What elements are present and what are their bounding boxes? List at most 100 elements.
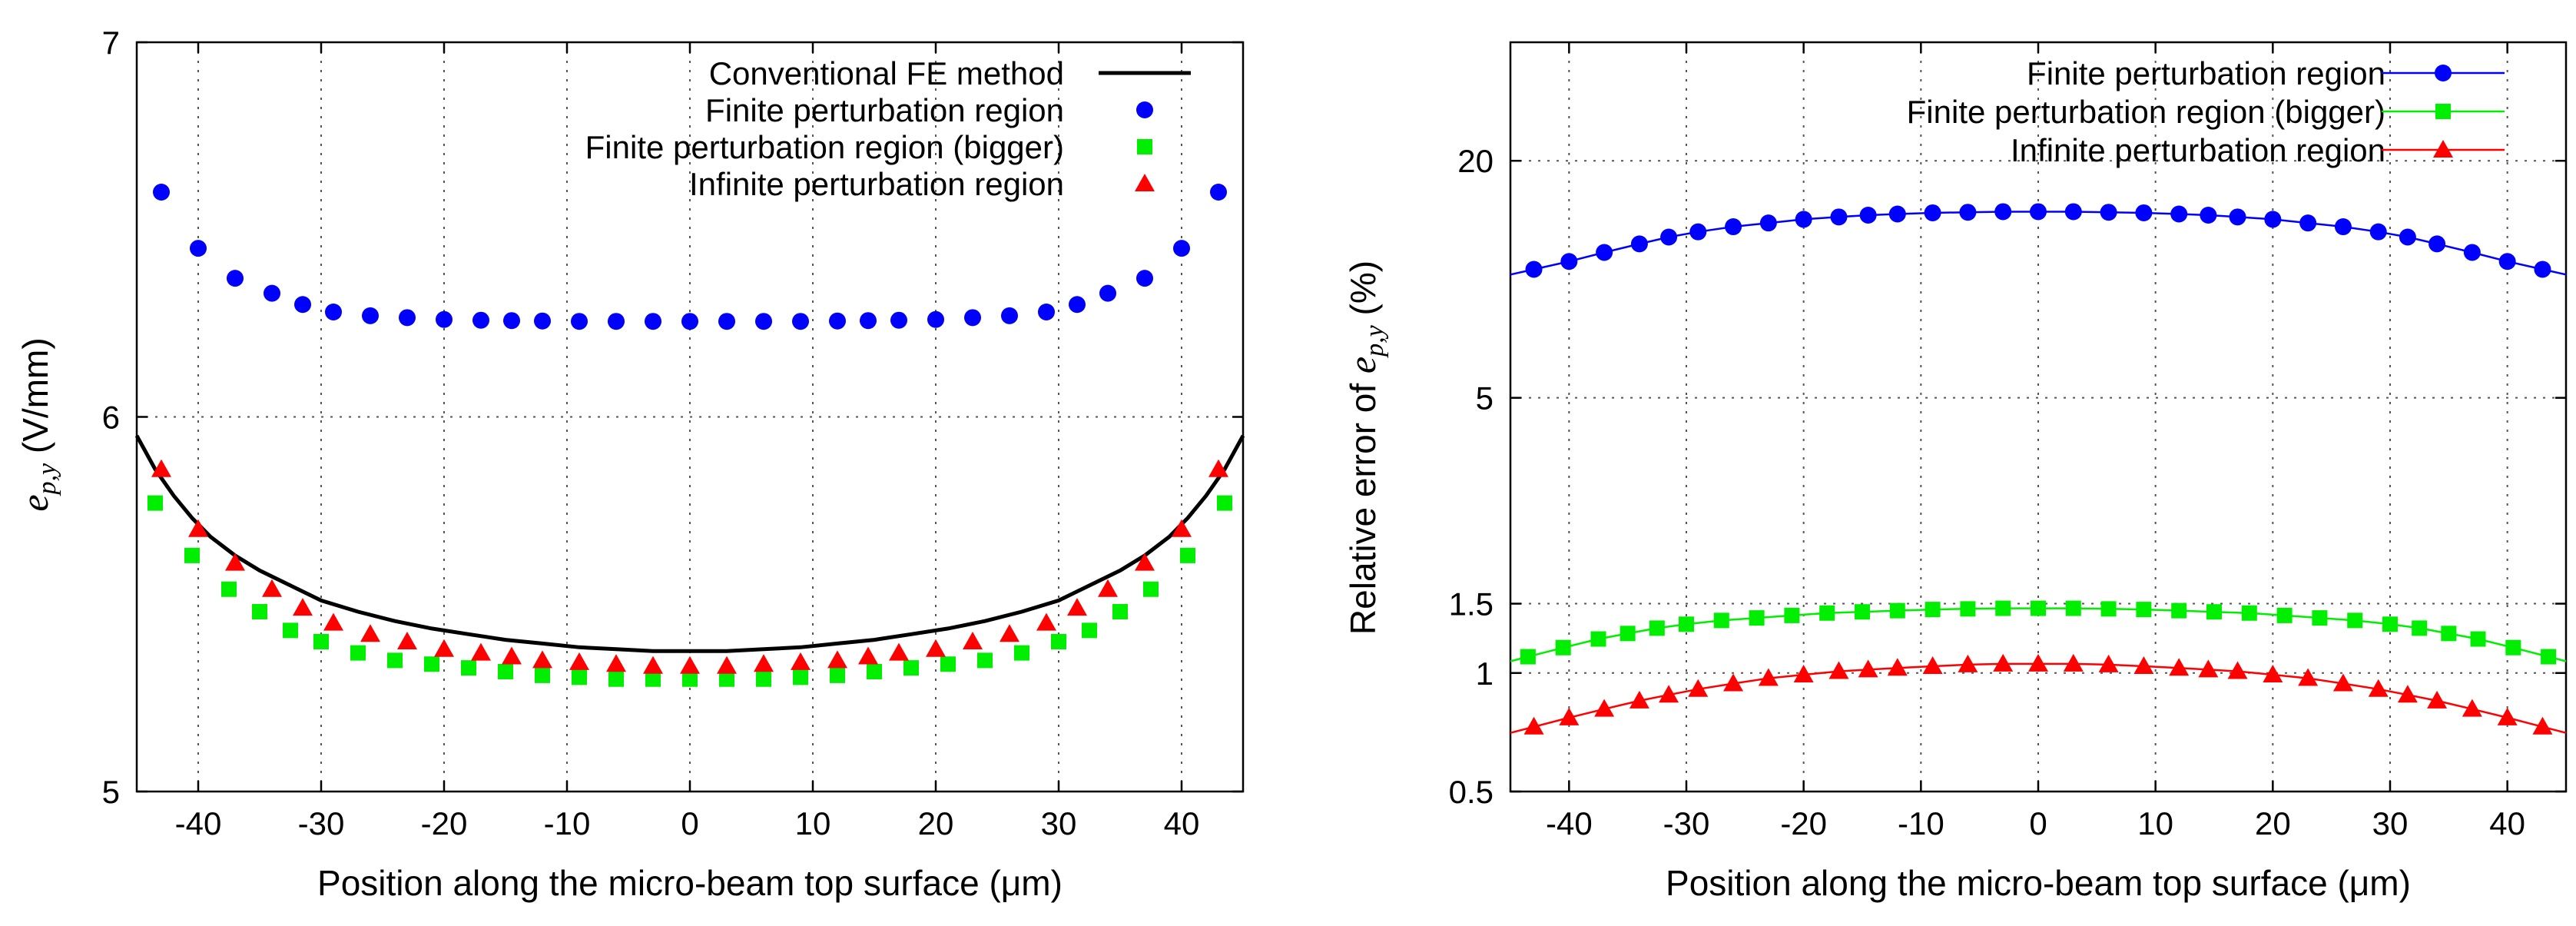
right-series-2-point: [2332, 673, 2353, 692]
right-series-0-point: [2369, 223, 2387, 241]
right-series-2-point: [1793, 665, 1814, 683]
left-series-2-point: [645, 671, 661, 687]
right-series-2-point: [1828, 661, 1849, 679]
right-legend-marker-0: [2435, 65, 2452, 81]
left-series-2-point: [461, 660, 476, 676]
right-series-1-point: [2065, 600, 2081, 616]
right-series-0-point: [1525, 261, 1543, 278]
left-y-label-unit: (V/mm): [15, 337, 55, 463]
left-series-1-point: [1099, 284, 1116, 302]
left-series-1-point: [1210, 184, 1227, 201]
x-tick-label: 30: [1041, 805, 1077, 841]
y-tick-label: 1: [1476, 656, 1494, 692]
right-series-1-point: [1995, 600, 2011, 616]
right-series-2: [1510, 653, 2567, 735]
left-series-1-point: [294, 296, 311, 314]
right-series-2-point: [1858, 659, 1878, 678]
x-tick-label: -30: [298, 805, 345, 841]
x-tick-label: 10: [2137, 805, 2173, 841]
right-series-0-point: [1759, 214, 1777, 232]
left-series-2-point: [1082, 622, 1097, 639]
left-series-1-point: [1069, 296, 1086, 314]
right-series-2-point: [1958, 654, 1978, 672]
right-series-2-point: [1688, 679, 1709, 697]
right-series-1-point: [2136, 602, 2152, 618]
right-legend-marker-1: [2435, 104, 2451, 119]
left-series-3-point: [791, 652, 811, 670]
left-series-2-point: [793, 669, 808, 685]
right-series-0-point: [2200, 207, 2217, 224]
right-series-0-point: [1630, 235, 1648, 253]
right-series-0-point: [2264, 211, 2282, 228]
right-x-axis-label: Position along the micro-beam top surfac…: [1666, 863, 2411, 903]
left-series-2-point: [1143, 581, 1159, 597]
x-tick-label: -40: [1546, 805, 1593, 841]
right-series-1-point: [2505, 639, 2521, 656]
left-series-2-point: [1180, 547, 1195, 563]
right-series-1-point: [2276, 607, 2293, 623]
right-series-1-point: [2241, 605, 2257, 621]
right-series-0-point: [2334, 218, 2352, 236]
left-series-1-point: [608, 313, 625, 330]
right-series-2-point: [2198, 659, 2219, 678]
right-series-1-point: [2412, 620, 2428, 636]
right-series-0-point: [2498, 253, 2516, 270]
left-series-1-point: [264, 284, 280, 302]
left-series-1-point: [755, 313, 772, 330]
left-x-axis-label: Position along the micro-beam top surfac…: [317, 863, 1063, 903]
chart-left: -40 -30 -20 -10 0 10 20 30 40 5 6 7 Conventional FE…: [13, 25, 1245, 903]
right-series-0-point: [2534, 261, 2551, 278]
right-series-0-point: [1924, 204, 1941, 221]
right-series-0-point: [2170, 205, 2188, 223]
left-series-2: [148, 495, 1232, 687]
right-series-0-point: [1795, 211, 1812, 228]
left-y-label-var: e: [13, 494, 56, 511]
left-series-3-point: [963, 632, 983, 649]
left-series-2-point: [977, 652, 993, 669]
right-series-2-point: [1922, 656, 1943, 675]
x-tick-label: 30: [2372, 805, 2409, 841]
left-series-2-point: [184, 547, 200, 563]
right-series-2-point: [1523, 716, 1544, 735]
left-legend-label-1: Finite perturbation region: [705, 92, 1064, 128]
right-y-axis-label: Relative error of ep,y (%): [1341, 261, 1389, 635]
left-series-2-point: [148, 495, 163, 511]
left-series-1-point: [503, 312, 520, 330]
left-series-3-point: [502, 646, 522, 665]
right-series-0-point: [2064, 203, 2082, 221]
right-series-0-point: [2463, 244, 2481, 261]
left-series-1-point: [399, 309, 416, 327]
right-series-0-point: [2229, 208, 2246, 226]
left-series-2-point: [572, 669, 587, 685]
right-series-1-point: [2171, 602, 2187, 619]
right-series-1-point: [2031, 600, 2046, 616]
right-series-2-point: [2169, 658, 2190, 676]
right-series-0-point: [2399, 228, 2416, 246]
right-series-1-point: [2100, 601, 2117, 617]
x-tick-label: -10: [544, 805, 591, 841]
left-series-1-point: [645, 313, 661, 330]
right-series-2-point: [2098, 654, 2119, 672]
x-tick-label: -30: [1663, 805, 1710, 841]
right-series-0-point: [1959, 204, 1977, 221]
left-series-2-point: [682, 671, 698, 687]
right-series-0-point: [2100, 204, 2117, 221]
left-series-2-point: [1051, 634, 1066, 649]
left-series-1-point: [890, 311, 907, 329]
left-series-3-point: [889, 642, 909, 661]
left-series-1-point: [860, 312, 877, 330]
right-series-0-point: [2030, 203, 2047, 221]
left-series-1-point: [472, 311, 489, 329]
right-series-2-point: [2397, 685, 2418, 703]
left-series-3-point: [1208, 459, 1228, 477]
left-series-3-point: [569, 652, 589, 670]
left-series-1-point: [1173, 240, 1190, 257]
left-series-2-point: [719, 671, 734, 687]
left-series-1-point: [571, 313, 588, 330]
right-series-2-point: [2028, 653, 2048, 672]
x-tick-label: -40: [175, 805, 222, 841]
left-legend-label-0: Conventional FE method: [709, 55, 1064, 91]
left-series-2-point: [1112, 604, 1128, 619]
left-y-axis-label: ep,y (V/mm): [13, 337, 61, 511]
